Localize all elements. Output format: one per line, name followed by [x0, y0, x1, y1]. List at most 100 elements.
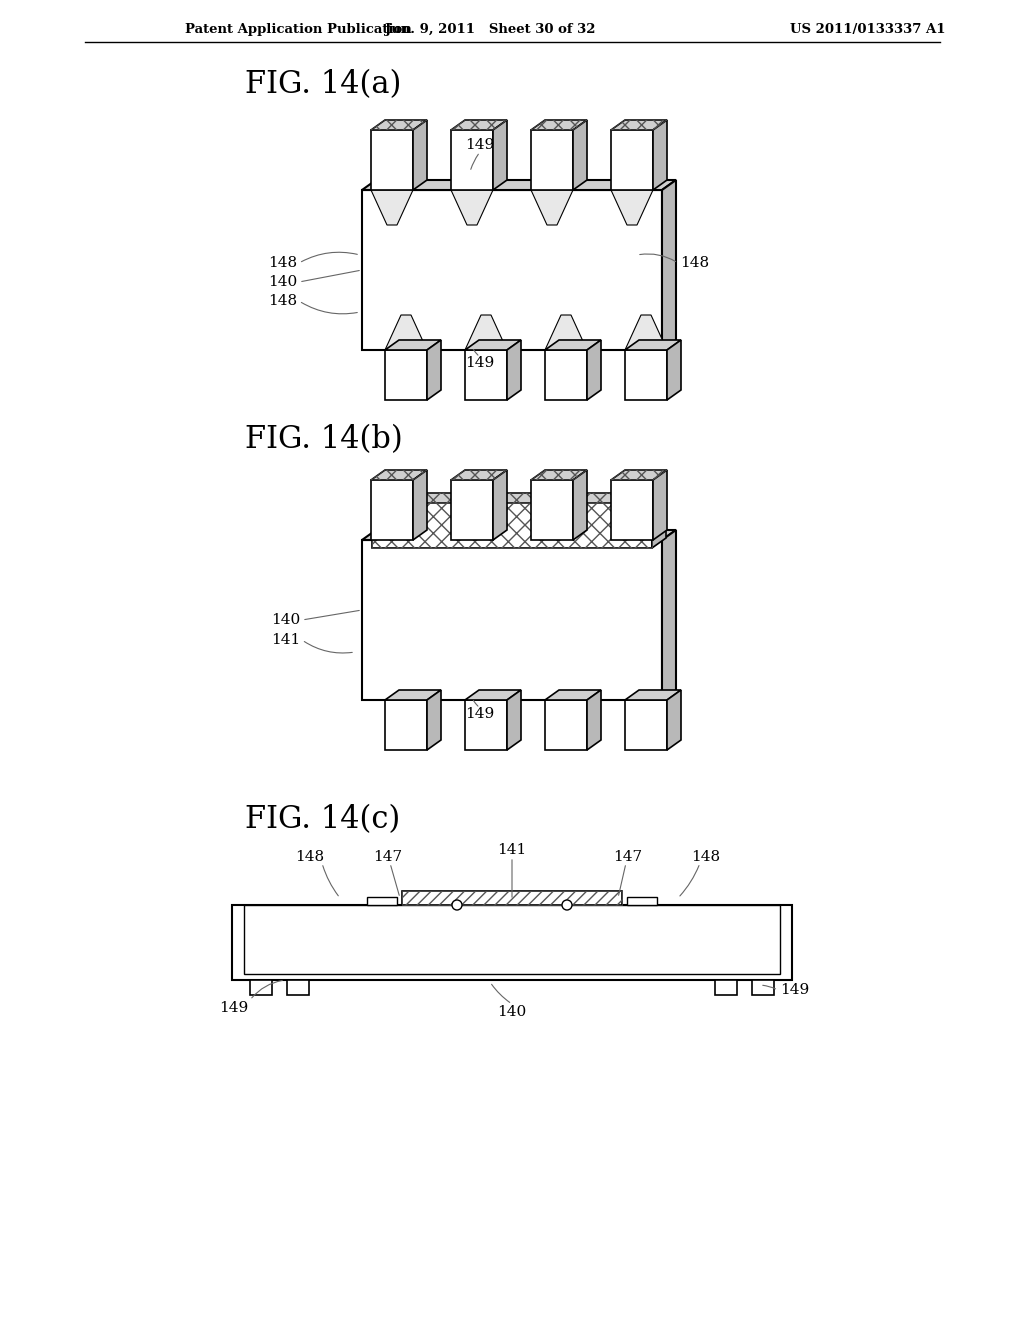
Text: 148: 148	[268, 256, 297, 271]
Text: 141: 141	[498, 843, 526, 857]
Polygon shape	[371, 190, 413, 224]
Polygon shape	[372, 492, 666, 503]
Polygon shape	[611, 120, 667, 129]
Polygon shape	[451, 470, 507, 480]
Polygon shape	[362, 531, 676, 540]
Polygon shape	[587, 341, 601, 400]
Circle shape	[562, 900, 572, 909]
Polygon shape	[531, 120, 587, 129]
Polygon shape	[451, 120, 507, 129]
Polygon shape	[611, 190, 653, 224]
Polygon shape	[573, 470, 587, 540]
Polygon shape	[451, 190, 493, 224]
Polygon shape	[531, 190, 573, 224]
Polygon shape	[531, 480, 573, 540]
Polygon shape	[545, 350, 587, 400]
Polygon shape	[385, 315, 427, 350]
Polygon shape	[451, 129, 493, 190]
Text: 149: 149	[465, 356, 495, 370]
Text: 148: 148	[680, 256, 710, 271]
Polygon shape	[611, 129, 653, 190]
Text: 140: 140	[498, 1005, 526, 1019]
Polygon shape	[362, 180, 676, 190]
Polygon shape	[451, 480, 493, 540]
Polygon shape	[287, 979, 309, 995]
Polygon shape	[625, 700, 667, 750]
Polygon shape	[545, 690, 601, 700]
Polygon shape	[587, 690, 601, 750]
Polygon shape	[507, 341, 521, 400]
Polygon shape	[402, 891, 622, 906]
Polygon shape	[493, 120, 507, 190]
Polygon shape	[611, 470, 667, 480]
Polygon shape	[625, 690, 681, 700]
Polygon shape	[545, 700, 587, 750]
Polygon shape	[625, 315, 667, 350]
Polygon shape	[413, 470, 427, 540]
Text: 149: 149	[465, 139, 495, 152]
Text: 148: 148	[691, 850, 721, 865]
Polygon shape	[667, 341, 681, 400]
Polygon shape	[371, 470, 427, 480]
Text: FIG. 14(a): FIG. 14(a)	[245, 70, 401, 100]
Text: Jun. 9, 2011   Sheet 30 of 32: Jun. 9, 2011 Sheet 30 of 32	[385, 24, 595, 37]
Polygon shape	[531, 470, 587, 480]
Polygon shape	[611, 480, 653, 540]
Polygon shape	[385, 350, 427, 400]
Polygon shape	[662, 180, 676, 350]
Text: FIG. 14(c): FIG. 14(c)	[245, 804, 400, 836]
Polygon shape	[465, 315, 507, 350]
Polygon shape	[625, 341, 681, 350]
Text: 147: 147	[374, 850, 402, 865]
Polygon shape	[752, 979, 774, 995]
Text: 149: 149	[780, 983, 809, 997]
Polygon shape	[652, 492, 666, 548]
Polygon shape	[371, 480, 413, 540]
Polygon shape	[372, 503, 652, 548]
Polygon shape	[662, 531, 676, 700]
Text: 147: 147	[613, 850, 643, 865]
Text: 141: 141	[270, 634, 300, 647]
Circle shape	[452, 900, 462, 909]
Text: 140: 140	[267, 275, 297, 289]
Text: 148: 148	[268, 294, 297, 308]
Polygon shape	[627, 898, 657, 906]
Polygon shape	[573, 120, 587, 190]
Polygon shape	[625, 350, 667, 400]
Text: 140: 140	[270, 612, 300, 627]
Polygon shape	[653, 120, 667, 190]
Text: Patent Application Publication: Patent Application Publication	[185, 24, 412, 37]
Polygon shape	[465, 350, 507, 400]
Text: 149: 149	[465, 480, 495, 495]
Polygon shape	[667, 690, 681, 750]
Polygon shape	[545, 315, 587, 350]
Polygon shape	[465, 341, 521, 350]
Polygon shape	[371, 120, 427, 129]
Polygon shape	[385, 690, 441, 700]
Polygon shape	[493, 470, 507, 540]
Polygon shape	[250, 979, 272, 995]
Polygon shape	[427, 690, 441, 750]
Polygon shape	[413, 120, 427, 190]
Polygon shape	[362, 540, 662, 700]
Polygon shape	[371, 129, 413, 190]
Text: 148: 148	[296, 850, 325, 865]
Polygon shape	[244, 906, 780, 974]
Text: FIG. 14(b): FIG. 14(b)	[245, 425, 402, 455]
Polygon shape	[385, 700, 427, 750]
Polygon shape	[545, 341, 601, 350]
Polygon shape	[715, 979, 737, 995]
Polygon shape	[362, 190, 662, 350]
Text: 149: 149	[465, 708, 495, 721]
Polygon shape	[653, 470, 667, 540]
Text: 149: 149	[219, 1001, 248, 1015]
Polygon shape	[465, 700, 507, 750]
Text: US 2011/0133337 A1: US 2011/0133337 A1	[790, 24, 945, 37]
Polygon shape	[507, 690, 521, 750]
Polygon shape	[385, 341, 441, 350]
Polygon shape	[232, 906, 792, 979]
Polygon shape	[531, 129, 573, 190]
Polygon shape	[427, 341, 441, 400]
Polygon shape	[465, 690, 521, 700]
Polygon shape	[367, 898, 397, 906]
